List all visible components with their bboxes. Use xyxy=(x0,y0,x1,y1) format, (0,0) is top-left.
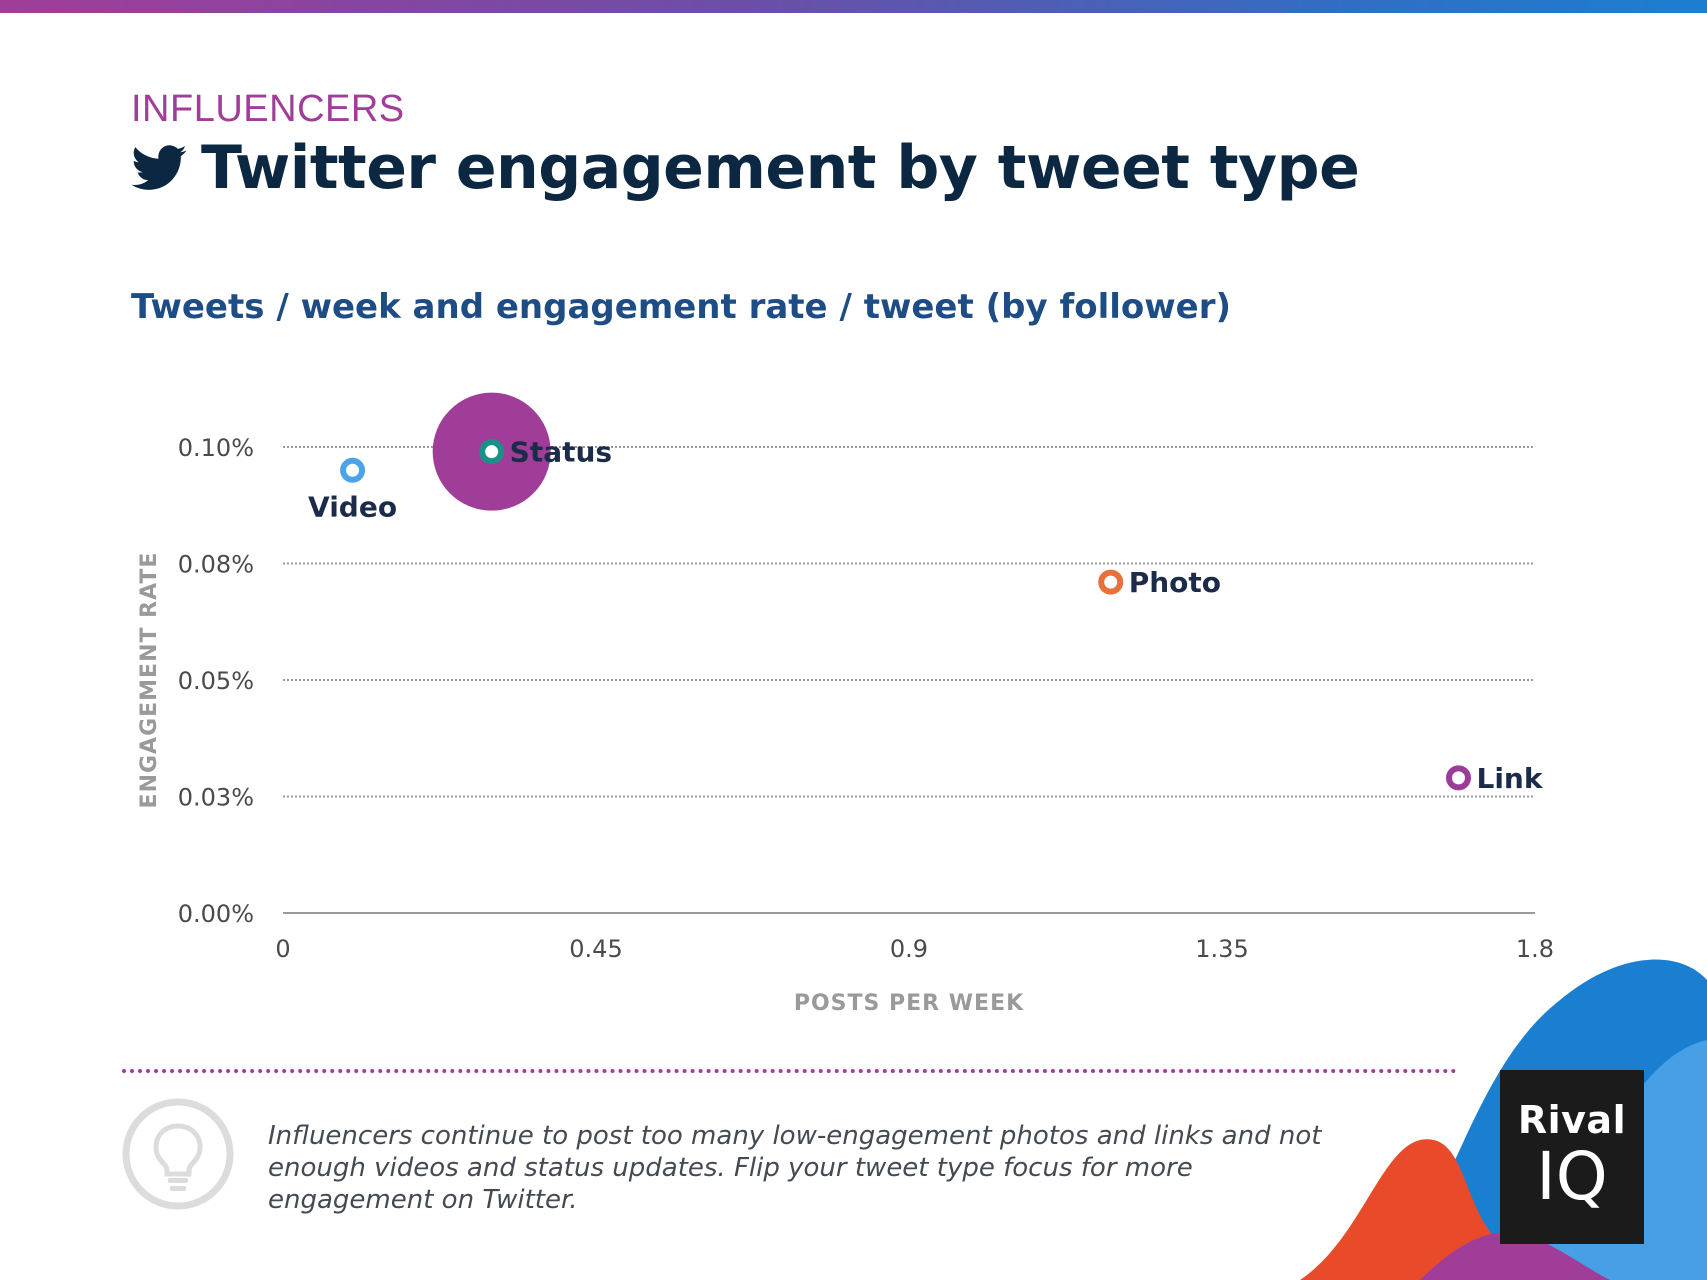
x-tick-label: 1.35 xyxy=(1195,935,1248,963)
x-tick-label: 0 xyxy=(275,935,290,963)
y-tick-label: 0.05% xyxy=(178,667,254,695)
top-gradient-bar xyxy=(0,0,1707,13)
chart-subtitle: Tweets / week and engagement rate / twee… xyxy=(131,287,1232,327)
section-divider xyxy=(122,1069,1457,1073)
y-tick-label: 0.00% xyxy=(178,900,254,928)
logo-text-top: Rival xyxy=(1517,1098,1627,1142)
point-label-status: Status xyxy=(510,436,612,469)
logo-text-bottom: IQ xyxy=(1536,1138,1608,1215)
point-link xyxy=(1445,765,1471,791)
twitter-bird-icon xyxy=(131,145,187,190)
point-photo xyxy=(1098,569,1124,595)
lightbulb-icon xyxy=(122,1098,234,1210)
y-tick-label: 0.03% xyxy=(178,784,254,812)
point-label-photo: Photo xyxy=(1129,566,1221,599)
point-status xyxy=(479,439,505,465)
point-video xyxy=(340,457,366,483)
insight-text: Influencers continue to post too many lo… xyxy=(268,1121,1322,1215)
x-tick-label: 1.8 xyxy=(1516,935,1554,963)
y-tick-label: 0.08% xyxy=(178,551,254,579)
point-label-link: Link xyxy=(1476,762,1543,795)
x-tick-label: 0.45 xyxy=(569,935,622,963)
y-tick-label: 0.10% xyxy=(178,434,254,462)
title-row: Twitter engagement by tweet type xyxy=(131,133,1360,203)
section-kicker: INFLUENCERS xyxy=(131,88,405,130)
x-axis-title: POSTS PER WEEK xyxy=(794,991,1024,1016)
page-title: Twitter engagement by tweet type xyxy=(201,133,1360,203)
y-axis-title: ENGAGEMENT RATE xyxy=(137,552,162,809)
point-label-video: Video xyxy=(308,490,397,523)
rival-iq-logo: Rival IQ xyxy=(1500,1070,1644,1244)
scatter-chart: 0.00% 0.03% 0.05% 0.08% 0.10% 0 0.45 0.9 1.35 1.8… xyxy=(137,392,1554,1016)
x-tick-label: 0.9 xyxy=(890,935,928,963)
